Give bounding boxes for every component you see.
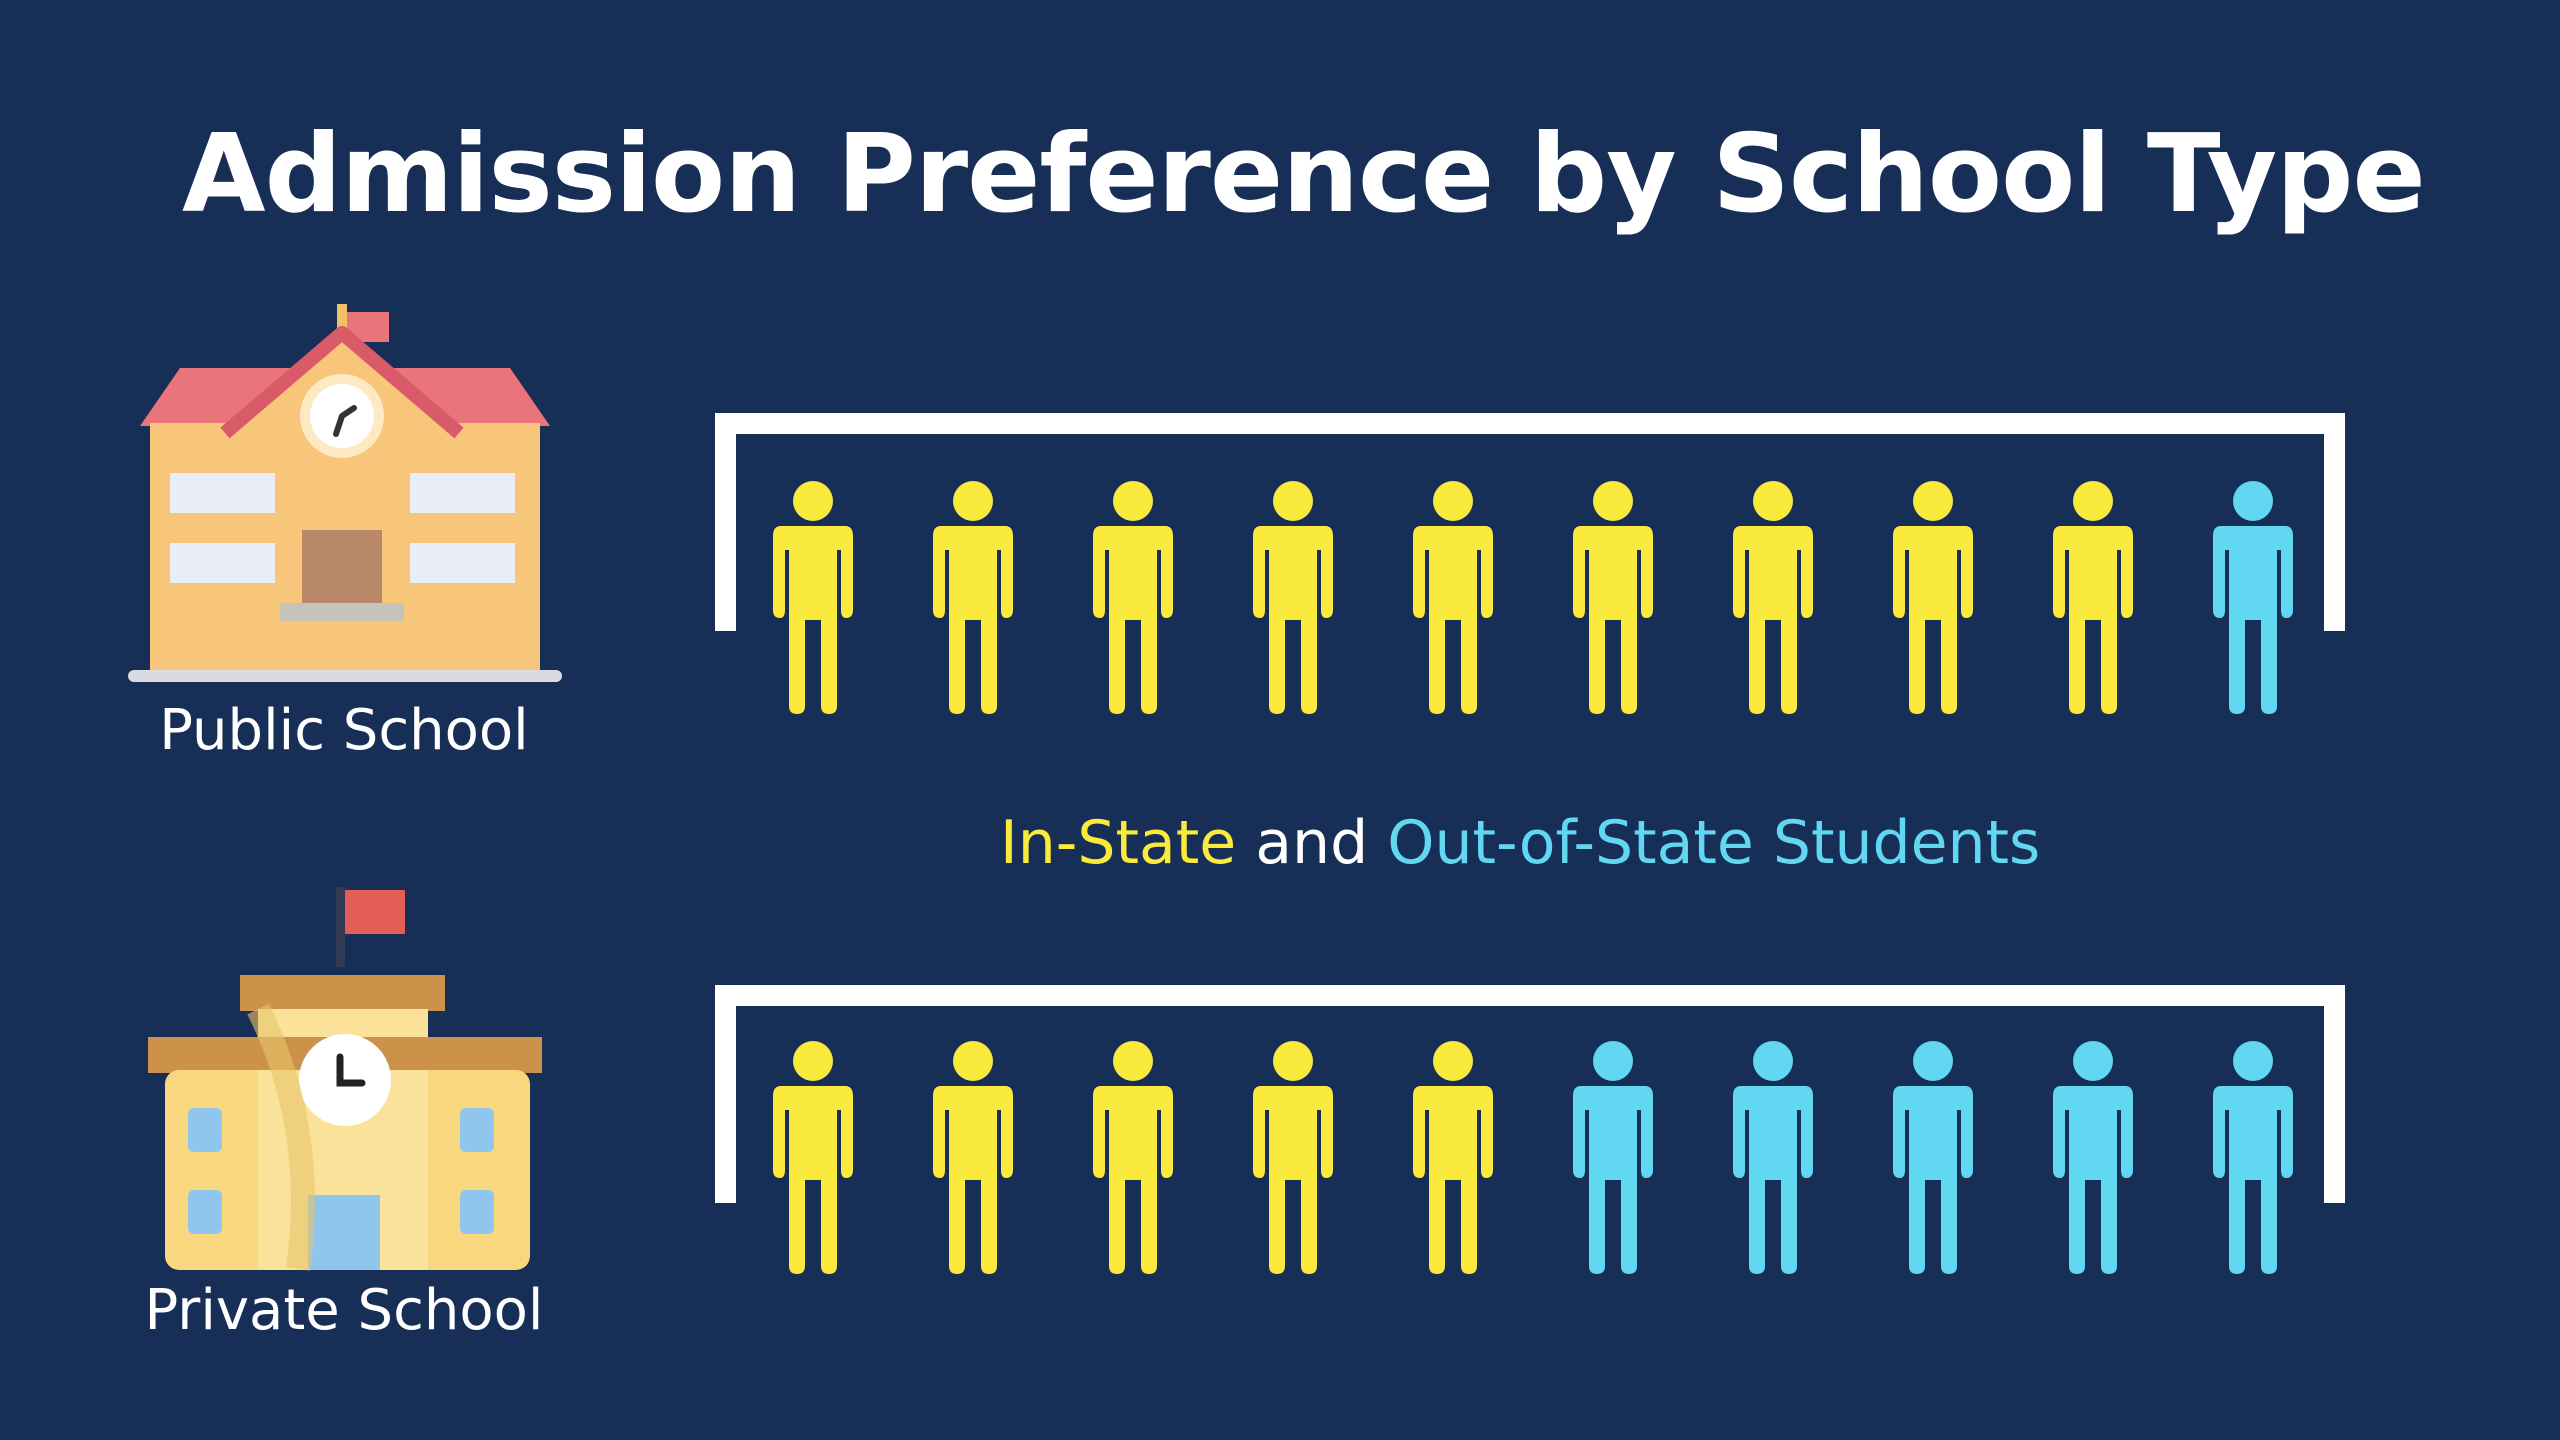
out-of-state-person-icon — [2053, 1041, 2133, 1274]
public-school-bracket — [715, 413, 2345, 631]
in-state-person-icon — [1733, 481, 1813, 714]
in-state-person-icon — [773, 1041, 853, 1274]
in-state-person-icon — [933, 1041, 1013, 1274]
in-state-person-icon — [933, 481, 1013, 714]
out-of-state-person-icon — [2213, 481, 2293, 714]
private-school-label: Private School — [144, 1278, 544, 1343]
in-state-person-icon — [1413, 481, 1493, 714]
out-of-state-person-icon — [1573, 1041, 1653, 1274]
legend-connector: and — [1236, 808, 1388, 878]
private-school-building-icon — [148, 887, 542, 1271]
legend-out-of-state: Out-of-State Students — [1387, 808, 2041, 878]
public-school-building-icon — [128, 304, 562, 682]
in-state-person-icon — [1093, 1041, 1173, 1274]
in-state-person-icon — [1893, 481, 1973, 714]
in-state-person-icon — [1253, 481, 1333, 714]
private-school-bracket — [715, 985, 2345, 1203]
public-school-label: Public School — [159, 698, 529, 763]
legend: In-State and Out-of-State Students — [1000, 808, 2040, 878]
legend-in-state: In-State — [1000, 808, 1237, 878]
in-state-person-icon — [1573, 481, 1653, 714]
in-state-person-icon — [1413, 1041, 1493, 1274]
in-state-person-icon — [1093, 481, 1173, 714]
in-state-person-icon — [773, 481, 853, 714]
in-state-person-icon — [1253, 1041, 1333, 1274]
out-of-state-person-icon — [1893, 1041, 1973, 1274]
out-of-state-person-icon — [2213, 1041, 2293, 1274]
in-state-person-icon — [2053, 481, 2133, 714]
out-of-state-person-icon — [1733, 1041, 1813, 1274]
page-title: Admission Preference by School Type — [182, 112, 2426, 237]
